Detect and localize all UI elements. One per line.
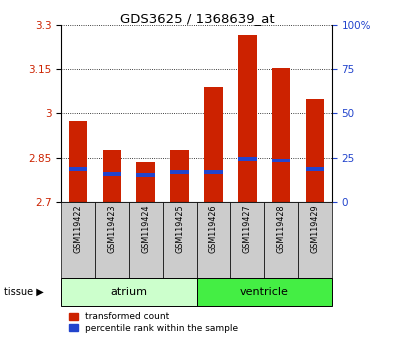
- Bar: [272, 159, 290, 162]
- Bar: [163, 202, 197, 278]
- Bar: [197, 202, 230, 278]
- Text: GSM119424: GSM119424: [141, 205, 150, 253]
- Bar: [69, 167, 87, 171]
- Text: GSM119422: GSM119422: [73, 205, 83, 253]
- Bar: [170, 170, 189, 174]
- Text: GSM119427: GSM119427: [243, 205, 252, 253]
- Text: GSM119426: GSM119426: [209, 205, 218, 253]
- Text: GDS3625 / 1368639_at: GDS3625 / 1368639_at: [120, 12, 275, 25]
- Bar: [298, 202, 332, 278]
- Text: tissue ▶: tissue ▶: [4, 287, 44, 297]
- Bar: [238, 157, 256, 161]
- Bar: [204, 87, 223, 202]
- Text: GSM119423: GSM119423: [107, 205, 117, 253]
- Bar: [170, 150, 189, 202]
- Bar: [69, 121, 87, 202]
- Bar: [129, 202, 163, 278]
- Bar: [137, 162, 155, 202]
- Bar: [238, 35, 256, 202]
- Bar: [103, 172, 121, 176]
- Bar: [95, 202, 129, 278]
- Bar: [61, 202, 95, 278]
- Bar: [137, 173, 155, 177]
- Bar: [61, 278, 197, 306]
- Text: ventricle: ventricle: [240, 287, 289, 297]
- Bar: [230, 202, 264, 278]
- Bar: [264, 202, 298, 278]
- Bar: [197, 278, 332, 306]
- Bar: [272, 68, 290, 202]
- Bar: [306, 167, 324, 171]
- Bar: [103, 150, 121, 202]
- Text: GSM119425: GSM119425: [175, 205, 184, 253]
- Text: GSM119428: GSM119428: [276, 205, 286, 253]
- Legend: transformed count, percentile rank within the sample: transformed count, percentile rank withi…: [69, 313, 239, 333]
- Text: atrium: atrium: [110, 287, 147, 297]
- Text: GSM119429: GSM119429: [310, 205, 320, 253]
- Bar: [306, 98, 324, 202]
- Bar: [204, 170, 223, 174]
